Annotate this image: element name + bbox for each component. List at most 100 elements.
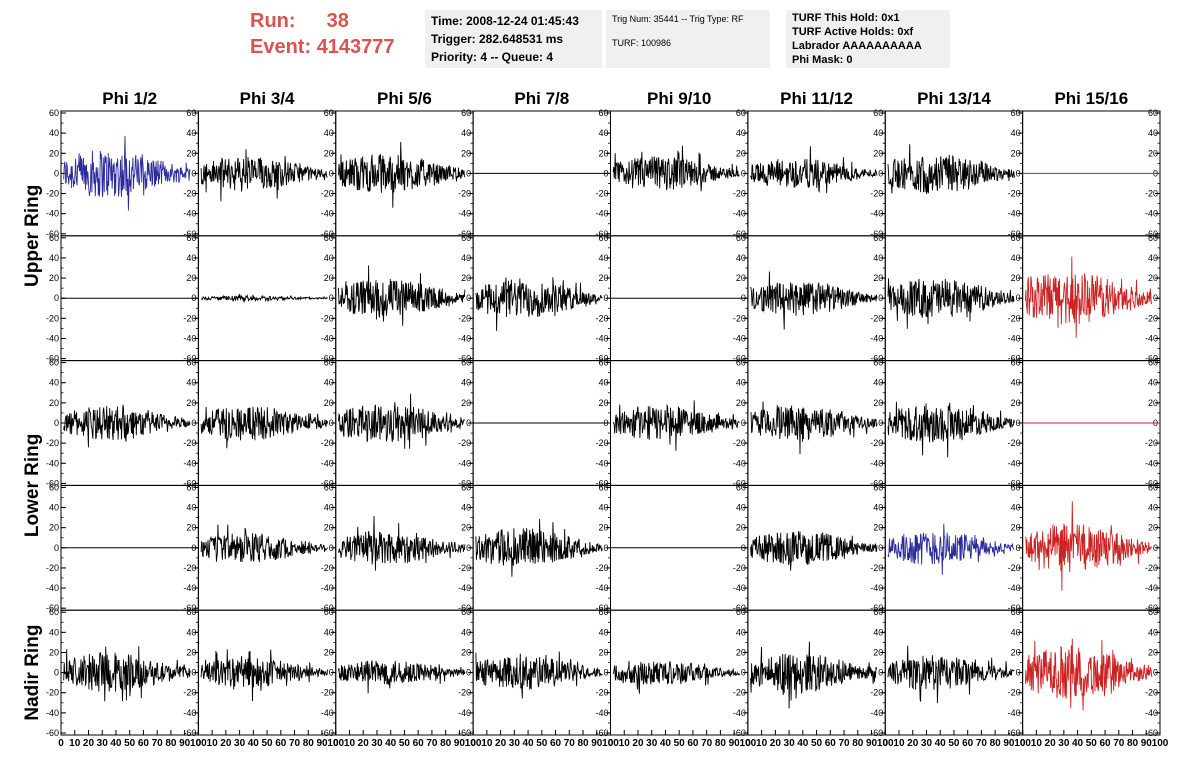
- y-tick-label: -20: [1008, 563, 1021, 573]
- y-tick-label: 0: [466, 418, 471, 428]
- y-tick-label: -40: [733, 458, 746, 468]
- y-tick-label: 0: [603, 293, 608, 303]
- x-tick-label: 30: [1058, 738, 1070, 749]
- x-tick-label: 0: [58, 738, 64, 749]
- y-tick-label: 40: [736, 253, 746, 263]
- y-tick-label: 20: [461, 647, 471, 657]
- y-tick-label: 40: [186, 253, 196, 263]
- waveform-trace: [63, 404, 191, 448]
- y-tick-label: 20: [461, 523, 471, 533]
- y-tick-label: -20: [595, 688, 608, 698]
- y-tick-label: -40: [458, 333, 471, 343]
- y-tick-label: 20: [1148, 647, 1158, 657]
- y-tick-label: 60: [1148, 607, 1158, 617]
- waveform-trace: [338, 265, 466, 326]
- y-tick-label: -60: [1008, 354, 1021, 364]
- y-tick-label: -20: [458, 688, 471, 698]
- y-tick-label: 20: [598, 273, 608, 283]
- y-tick-label: -20: [46, 688, 59, 698]
- y-tick-label: -40: [870, 333, 883, 343]
- y-tick-label: -20: [1008, 189, 1021, 199]
- y-tick-label: 0: [1016, 543, 1021, 553]
- y-tick-label: -60: [1145, 728, 1158, 738]
- y-tick-label: 40: [873, 627, 883, 637]
- y-tick-label: -40: [595, 708, 608, 718]
- y-tick-label: 0: [741, 418, 746, 428]
- waveform-trace: [887, 401, 1015, 458]
- y-tick-label: 20: [461, 398, 471, 408]
- x-tick-label: 50: [811, 738, 823, 749]
- y-tick-label: -40: [321, 708, 334, 718]
- y-tick-label: -60: [595, 478, 608, 488]
- waveform-trace: [475, 518, 603, 577]
- y-tick-label: 60: [1011, 358, 1021, 368]
- y-tick-label: -20: [870, 438, 883, 448]
- y-tick-label: 40: [736, 627, 746, 637]
- x-tick-label: 0: [1020, 738, 1026, 749]
- x-tick-label: 80: [577, 738, 589, 749]
- y-tick-label: 40: [461, 128, 471, 138]
- y-tick-label: -20: [595, 313, 608, 323]
- y-tick-label: -60: [595, 354, 608, 364]
- y-tick-label: -20: [321, 563, 334, 573]
- x-tick-label: 20: [907, 738, 919, 749]
- y-tick-label: 20: [736, 647, 746, 657]
- y-tick-label: 60: [186, 482, 196, 492]
- y-tick-label: -60: [1145, 478, 1158, 488]
- x-tick-label: 50: [536, 738, 548, 749]
- column-header: Phi 5/6: [377, 89, 432, 108]
- y-tick-label: 40: [736, 378, 746, 388]
- x-tick-label: 50: [124, 738, 136, 749]
- x-tick-label: 100: [1014, 738, 1031, 749]
- y-tick-label: -20: [46, 438, 59, 448]
- y-tick-label: -60: [458, 229, 471, 239]
- x-tick-label: 10: [893, 738, 905, 749]
- y-tick-label: 60: [324, 233, 334, 243]
- x-tick-label: 40: [523, 738, 535, 749]
- trig-num-text: Trig Num: 35441 -- Trig Type: RF: [612, 14, 744, 24]
- x-tick-label: 20: [1045, 738, 1057, 749]
- y-tick-label: -40: [733, 583, 746, 593]
- x-tick-label: 40: [797, 738, 809, 749]
- ring-label: Upper Ring: [22, 185, 43, 287]
- x-tick-label: 90: [179, 738, 191, 749]
- time-panel: Time: 2008-12-24 01:45:43 Trigger: 282.6…: [425, 10, 602, 68]
- y-tick-label: 60: [324, 358, 334, 368]
- y-tick-label: 0: [1153, 543, 1158, 553]
- y-tick-label: 40: [324, 253, 334, 263]
- waveform-trace: [200, 649, 328, 702]
- y-tick-label: -60: [183, 603, 196, 613]
- y-tick-label: -20: [1145, 189, 1158, 199]
- y-tick-label: 40: [1011, 503, 1021, 513]
- y-tick-label: 0: [878, 168, 883, 178]
- y-tick-label: 20: [873, 148, 883, 158]
- turf-text: TURF: 100986: [612, 38, 672, 48]
- y-tick-label: 20: [186, 273, 196, 283]
- y-tick-label: -20: [46, 313, 59, 323]
- x-tick-label: 50: [1086, 738, 1098, 749]
- y-tick-label: -60: [595, 229, 608, 239]
- waveform-trace: [887, 278, 1015, 329]
- y-tick-label: 20: [1148, 148, 1158, 158]
- y-tick-label: -40: [595, 333, 608, 343]
- waveform-trace: [63, 135, 191, 211]
- waveform-trace: [200, 406, 328, 449]
- y-tick-label: 20: [49, 647, 59, 657]
- column-header: Phi 1/2: [102, 89, 157, 108]
- x-tick-label: 80: [852, 738, 864, 749]
- x-tick-label: 20: [495, 738, 507, 749]
- x-tick-label: 90: [866, 738, 878, 749]
- y-tick-label: 40: [1148, 253, 1158, 263]
- y-tick-label: -60: [321, 229, 334, 239]
- y-tick-label: -40: [870, 458, 883, 468]
- y-tick-label: 20: [736, 148, 746, 158]
- y-tick-label: 0: [329, 543, 334, 553]
- y-tick-label: 40: [49, 503, 59, 513]
- y-tick-label: -60: [870, 728, 883, 738]
- y-tick-label: -40: [46, 209, 59, 219]
- y-tick-label: 60: [736, 607, 746, 617]
- y-tick-label: -20: [1145, 438, 1158, 448]
- y-tick-label: 20: [324, 273, 334, 283]
- waveform-trace: [1024, 638, 1153, 711]
- waveform-trace: [338, 393, 465, 449]
